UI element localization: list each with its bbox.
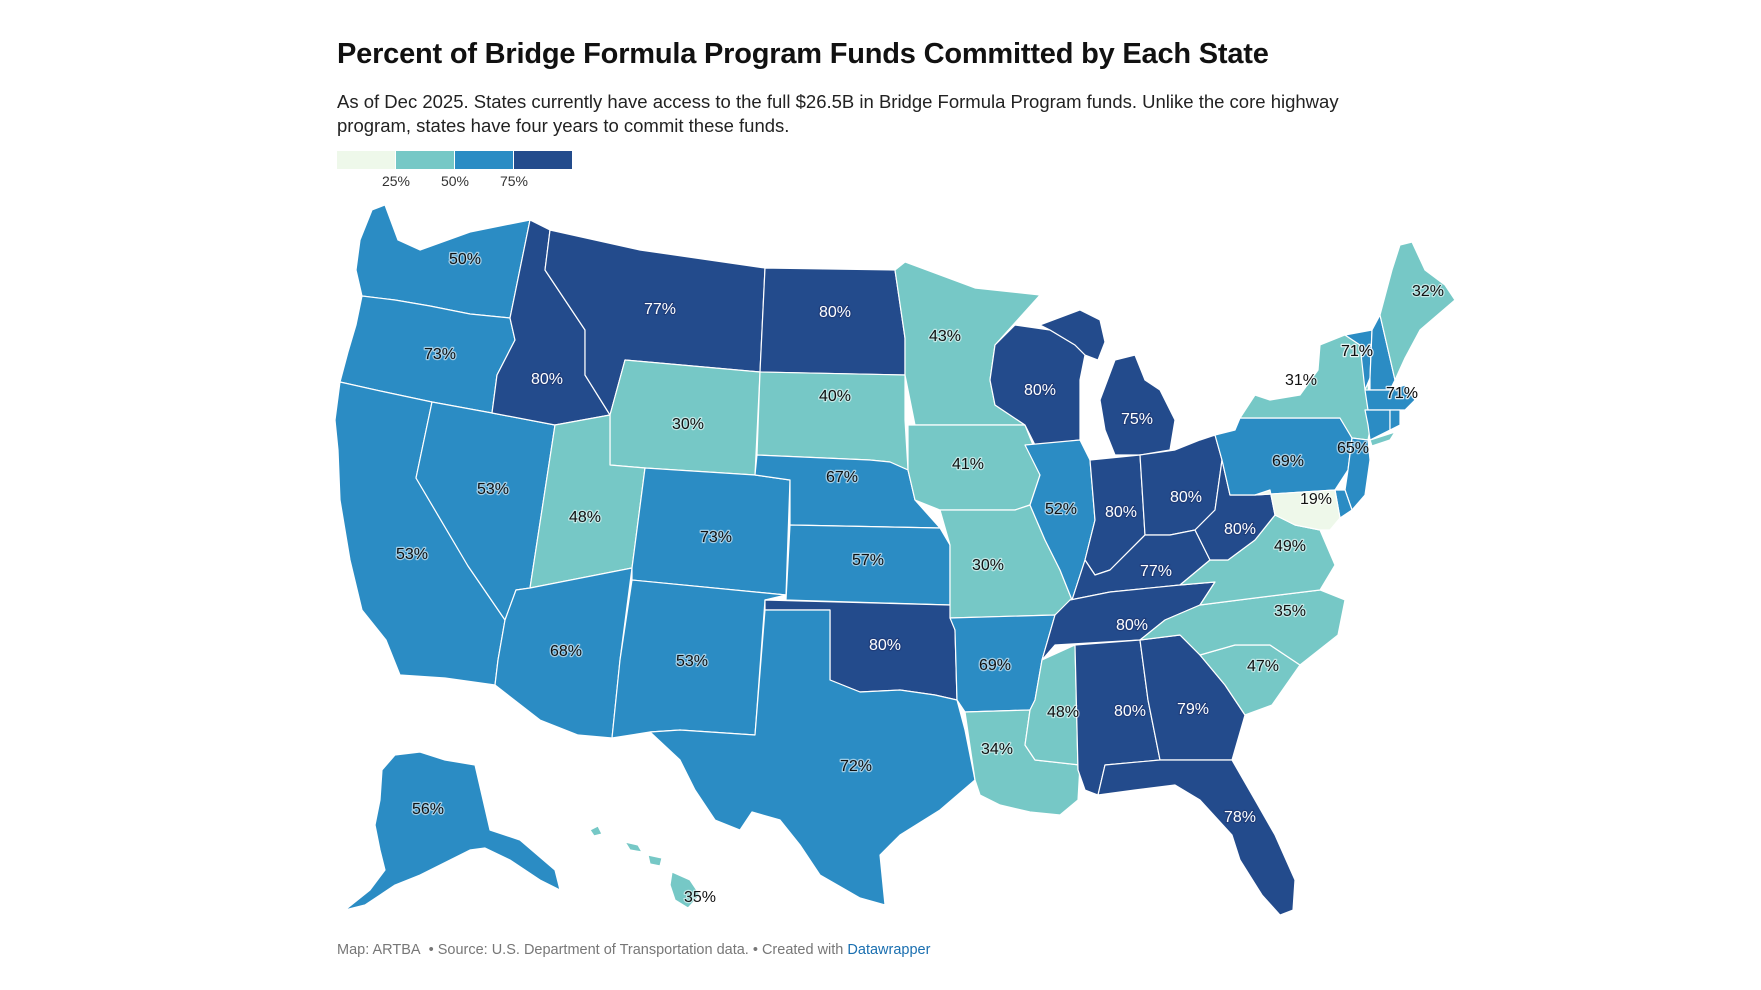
state-label-sc: 47% [1247,658,1279,675]
footer-created: • Created with [752,942,844,958]
state-label-tx: 72% [840,758,872,775]
state-label-vt: 71% [1341,343,1373,360]
state-label-nh: 71% [1341,343,1373,360]
state-label-ks: 57% [852,552,884,569]
states-layer [334,204,1456,916]
state-label-wi: 80% [1024,382,1056,399]
state-label-nv: 53% [477,481,509,498]
state-sd[interactable] [756,371,909,471]
legend-tick-25: 25% [381,173,411,189]
state-label-wa: 50% [449,251,481,268]
state-label-al: 80% [1114,703,1146,720]
state-hi[interactable] [589,825,701,909]
state-label-nj: 65% [1337,440,1369,457]
state-label-md: 19% [1300,491,1332,508]
state-me[interactable] [1379,241,1456,381]
state-tx[interactable] [649,609,976,906]
state-label-id: 80% [531,371,563,388]
state-label-il: 52% [1045,501,1077,518]
state-label-va: 49% [1274,538,1306,555]
state-fl[interactable] [1097,759,1296,916]
footer-map-credit: Map: ARTBA [337,942,421,958]
state-label-mo: 30% [972,557,1004,574]
labels-layer: 50% 73% 53% 53% 80% 77% 30% 48% 68% 73% 53% 80% 40% 6… [395,250,1446,908]
state-label-tn: 80% [1116,617,1148,634]
state-label-mn: 43% [929,328,961,345]
state-label-oh: 80% [1170,489,1202,506]
map-title: Percent of Bridge Formula Program Funds … [337,38,1269,70]
state-label-or: 73% [424,346,456,363]
state-label-wy: 30% [672,416,704,433]
state-label-ak: 56% [412,801,444,818]
state-label-nc: 35% [1274,603,1306,620]
legend-tick-50: 50% [440,173,470,189]
state-label-in: 80% [1105,504,1137,521]
state-label-ms: 48% [1047,704,1079,721]
state-label-hi: 35% [684,889,716,906]
state-vt[interactable] [1344,329,1373,391]
legend-swatch-3 [514,151,572,169]
map-subtitle: As of Dec 2025. States currently have ac… [337,91,1339,136]
state-label-mi: 75% [1121,411,1153,428]
state-label-az: 68% [550,643,582,660]
state-ak[interactable] [344,751,561,911]
footer: Map: ARTBA • Source: U.S. Department of … [337,942,930,958]
state-ct[interactable] [1364,409,1391,441]
state-label-la: 34% [981,741,1013,758]
legend-swatch-0 [337,151,395,169]
datawrapper-link[interactable]: Datawrapper [847,942,931,958]
state-label-me: 32% [1412,283,1444,300]
state-md[interactable] [1254,489,1341,531]
state-label-ct: 71% [1386,385,1418,402]
state-label-wv: 80% [1224,521,1256,538]
state-label-ar: 69% [979,657,1011,674]
color-legend: 25% 50% 75% [337,151,577,191]
state-label-ga: 79% [1177,701,1209,718]
legend-swatch-1 [396,151,454,169]
legend-tick-75: 75% [499,173,529,189]
state-nj[interactable] [1344,437,1371,511]
state-mi[interactable] [1039,309,1176,456]
state-label-pa: 69% [1272,453,1304,470]
state-label-ok: 80% [869,637,901,654]
state-label-ky: 77% [1140,563,1172,580]
state-label-ne: 67% [826,469,858,486]
state-label-ma: 71% [1386,385,1418,402]
state-label-fl: 78% [1224,809,1256,826]
state-ri[interactable] [1389,409,1401,431]
state-label-ca: 53% [396,546,428,563]
state-label-ia: 41% [952,456,984,473]
state-ne[interactable] [754,454,941,529]
footer-source: • Source: U.S. Department of Transportat… [428,942,749,958]
state-nd[interactable] [759,267,906,376]
state-label-ny: 31% [1285,372,1317,389]
legend-swatch-2 [455,151,513,169]
state-label-ut: 48% [569,509,601,526]
state-wi[interactable] [989,324,1086,446]
state-label-nd: 80% [819,304,851,321]
state-label-nm: 53% [676,653,708,670]
state-label-sd: 40% [819,388,851,405]
state-label-mt: 77% [644,301,676,318]
state-label-co: 73% [700,529,732,546]
